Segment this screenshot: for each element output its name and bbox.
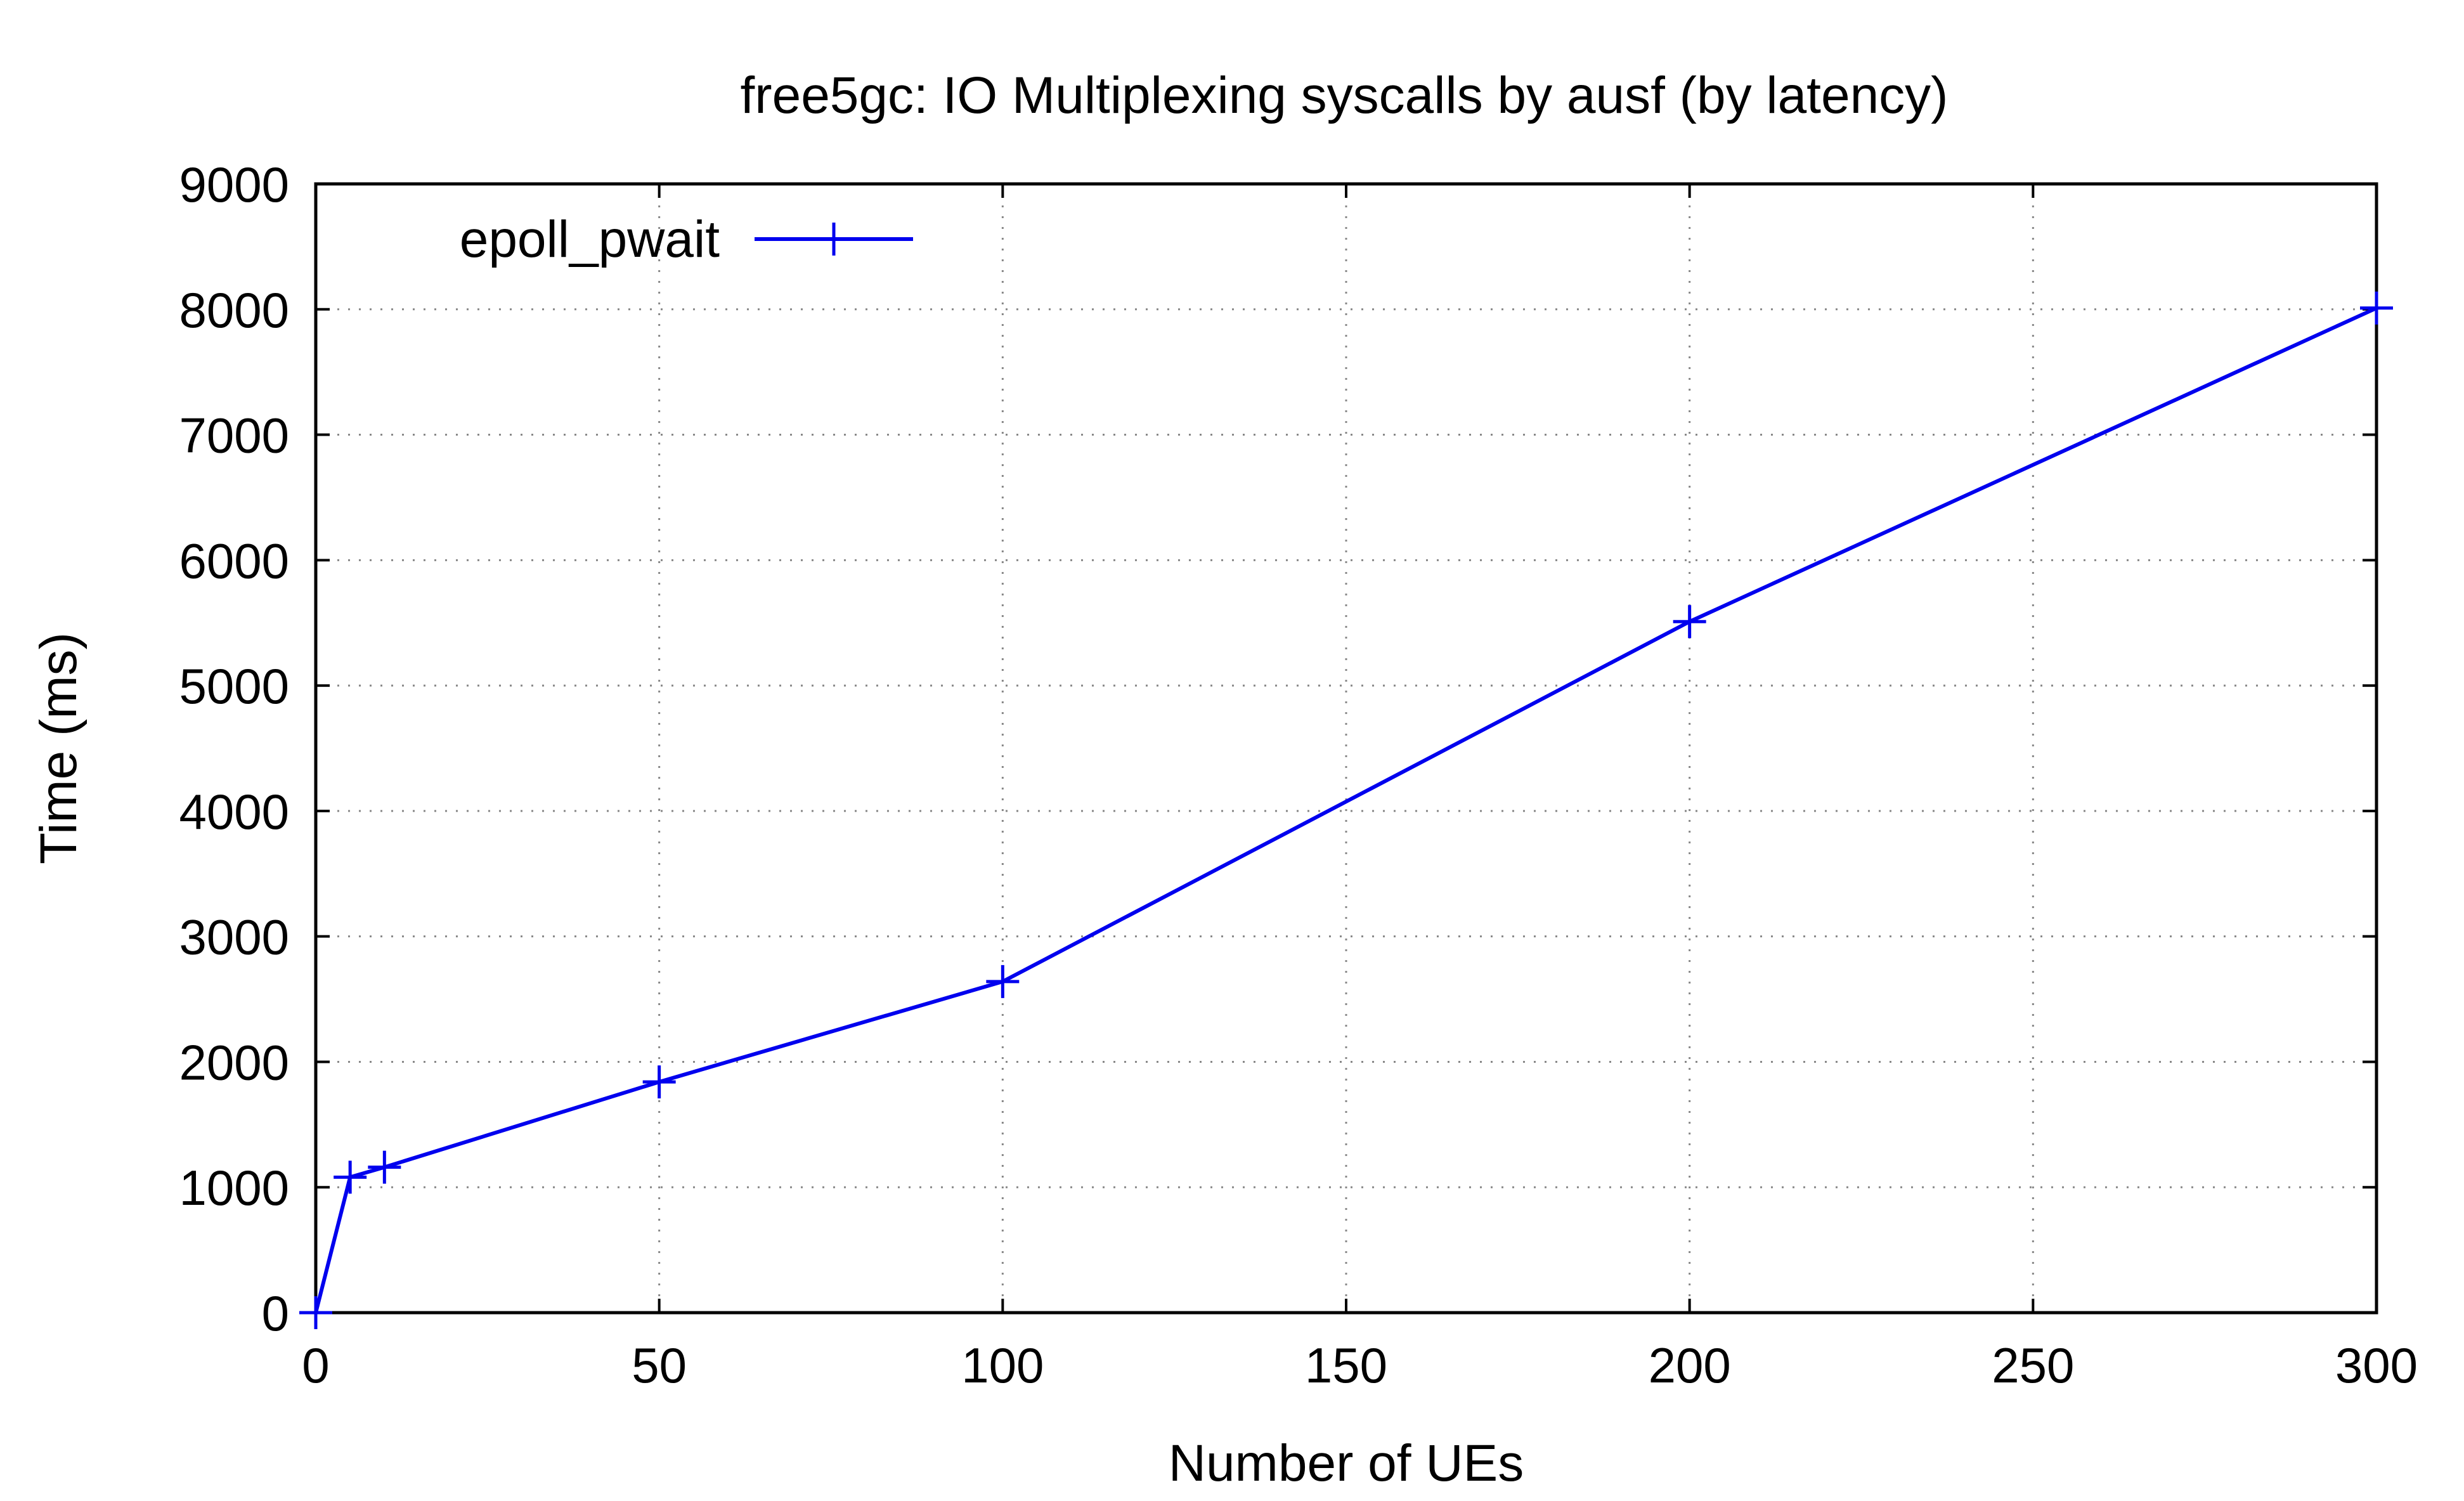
x-axis-label: Number of UEs <box>1169 1434 1524 1492</box>
x-tick-label: 50 <box>632 1337 687 1393</box>
y-tick-label: 9000 <box>179 157 289 212</box>
legend-marker-epoll-pwait <box>817 223 850 256</box>
y-tick-label: 0 <box>262 1285 289 1341</box>
data-point-epoll-pwait <box>299 1296 332 1329</box>
data-point-epoll-pwait <box>986 965 1020 998</box>
grid-lines <box>316 184 2376 1313</box>
y-tick-label: 8000 <box>179 282 289 338</box>
y-tick-labels: 0 1000 2000 3000 4000 5000 6000 7000 8000 9000 <box>179 157 289 1341</box>
y-tick-label: 2000 <box>179 1034 289 1090</box>
y-tick-label: 3000 <box>179 909 289 965</box>
data-point-epoll-pwait <box>1673 605 1706 639</box>
y-tick-label: 5000 <box>179 658 289 714</box>
x-tick-label: 150 <box>1305 1337 1387 1393</box>
x-tick-label: 250 <box>1992 1337 2074 1393</box>
x-tick-label: 300 <box>2335 1337 2418 1393</box>
data-point-epoll-pwait <box>368 1150 401 1184</box>
data-point-epoll-pwait <box>2360 291 2393 325</box>
series-layer <box>299 291 2393 1329</box>
y-tick-label: 7000 <box>179 408 289 464</box>
x-tick-label: 100 <box>961 1337 1044 1393</box>
x-tick-label: 200 <box>1649 1337 1731 1393</box>
legend: epoll_pwait <box>460 211 913 268</box>
data-point-epoll-pwait <box>334 1160 367 1194</box>
y-tick-label: 6000 <box>179 533 289 588</box>
x-tick-labels: 0 50 100 150 200 250 300 <box>302 1337 2418 1393</box>
x-tick-label: 0 <box>302 1337 329 1393</box>
y-tick-label: 4000 <box>179 784 289 840</box>
chart-title: free5gc: IO Multiplexing syscalls by aus… <box>741 67 1949 124</box>
data-point-epoll-pwait <box>642 1065 676 1099</box>
legend-label-epoll-pwait: epoll_pwait <box>460 211 720 268</box>
plot-frame <box>314 182 2378 1315</box>
y-tick-label: 1000 <box>179 1160 289 1216</box>
y-axis-label: Time (ms) <box>30 632 88 864</box>
